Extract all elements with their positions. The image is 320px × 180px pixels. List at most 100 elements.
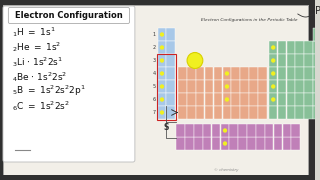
Text: $_3$Li $\cdot$ 1s$^2$2s$^1$: $_3$Li $\cdot$ 1s$^2$2s$^1$ (12, 55, 63, 69)
Bar (212, 124, 220, 137)
Bar (283, 124, 291, 137)
Bar (286, 106, 295, 119)
Text: 1: 1 (152, 32, 156, 37)
Bar (313, 93, 320, 106)
Bar (249, 106, 258, 119)
Bar (205, 106, 213, 119)
Bar (309, 0, 315, 180)
Circle shape (223, 128, 227, 133)
Bar (265, 137, 273, 150)
Bar (222, 80, 231, 93)
Bar (278, 54, 286, 67)
Bar (304, 80, 313, 93)
Bar (292, 137, 300, 150)
Bar (240, 80, 249, 93)
Bar (313, 80, 320, 93)
Circle shape (160, 45, 164, 50)
Bar (157, 93, 166, 106)
Bar (278, 67, 286, 80)
Bar (0, 0, 3, 180)
Bar (265, 124, 273, 137)
Bar (313, 54, 320, 67)
Text: 2: 2 (152, 45, 156, 50)
Bar (157, 80, 166, 93)
Bar (295, 67, 304, 80)
Bar (157, 54, 166, 67)
Circle shape (271, 71, 276, 76)
Text: 6: 6 (152, 97, 156, 102)
Bar (304, 41, 313, 54)
Bar (0, 175, 315, 180)
Bar (269, 80, 277, 93)
Bar (196, 67, 204, 80)
Bar (185, 124, 194, 137)
Bar (205, 80, 213, 93)
Text: 7: 7 (152, 110, 156, 115)
Bar (286, 80, 295, 93)
Text: Electron Configurations in the Periodic Table: Electron Configurations in the Periodic … (201, 18, 298, 22)
Text: $_2$He $=$ 1s$^2$: $_2$He $=$ 1s$^2$ (12, 40, 61, 54)
Bar (194, 137, 203, 150)
Bar (231, 80, 240, 93)
Bar (304, 67, 313, 80)
Bar (203, 137, 212, 150)
Bar (157, 67, 166, 80)
Bar (269, 93, 277, 106)
Circle shape (223, 141, 227, 146)
Bar (187, 67, 196, 80)
Text: 5: 5 (152, 84, 156, 89)
Bar (295, 93, 304, 106)
Bar (238, 137, 247, 150)
Bar (166, 54, 175, 67)
Bar (269, 106, 277, 119)
Bar (274, 137, 282, 150)
Bar (304, 54, 313, 67)
Bar (0, 0, 315, 5)
Circle shape (187, 53, 203, 69)
Bar (157, 28, 166, 41)
Bar (278, 106, 286, 119)
Bar (240, 67, 249, 80)
Bar (295, 106, 304, 119)
Bar (214, 80, 222, 93)
Bar (157, 106, 166, 119)
Bar (278, 41, 286, 54)
Bar (176, 137, 185, 150)
Bar (196, 93, 204, 106)
Circle shape (271, 58, 276, 63)
Bar (166, 106, 175, 119)
Bar (157, 53, 176, 120)
Bar (205, 67, 213, 80)
Bar (178, 106, 187, 119)
Bar (222, 106, 231, 119)
Bar (187, 80, 196, 93)
Bar (166, 41, 175, 54)
Circle shape (225, 71, 229, 76)
Bar (249, 67, 258, 80)
Bar (295, 80, 304, 93)
Bar (196, 80, 204, 93)
Circle shape (225, 97, 229, 102)
Bar (229, 124, 238, 137)
Bar (258, 67, 267, 80)
Bar (194, 124, 203, 137)
Bar (295, 54, 304, 67)
Bar (240, 93, 249, 106)
Bar (278, 93, 286, 106)
Bar (238, 124, 247, 137)
Circle shape (160, 71, 164, 76)
Bar (178, 93, 187, 106)
Circle shape (271, 84, 276, 89)
FancyBboxPatch shape (8, 8, 130, 24)
Bar (286, 54, 295, 67)
Bar (286, 93, 295, 106)
Bar (286, 67, 295, 80)
Text: $_5$B $=$ 1s$^2$2s$^2$2p$^1$: $_5$B $=$ 1s$^2$2s$^2$2p$^1$ (12, 84, 86, 98)
Bar (187, 106, 196, 119)
Bar (256, 137, 265, 150)
Bar (214, 106, 222, 119)
Text: $_1$H $=$ 1s$^1$: $_1$H $=$ 1s$^1$ (12, 25, 56, 39)
Bar (313, 41, 320, 54)
Bar (258, 106, 267, 119)
Bar (278, 80, 286, 93)
